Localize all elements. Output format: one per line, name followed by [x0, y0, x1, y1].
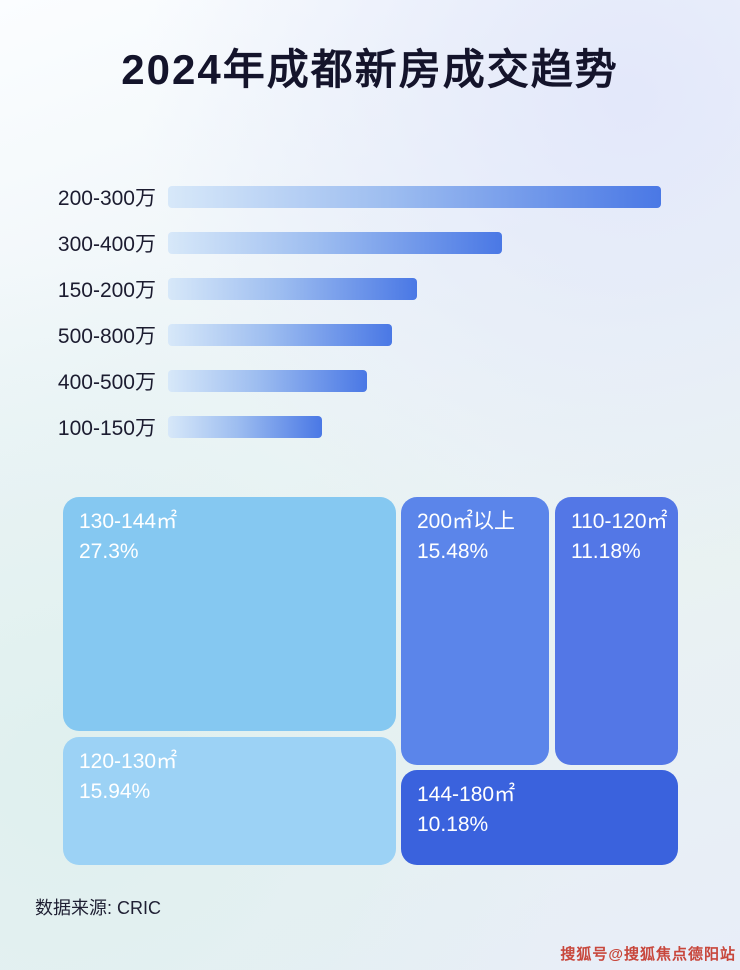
bar-track	[168, 416, 666, 438]
bar-label: 500-800万	[57, 325, 156, 348]
bar-fill	[168, 186, 662, 208]
bar-fill	[168, 232, 502, 254]
bar-fill	[168, 278, 417, 300]
bar-row: 100-150万	[0, 416, 740, 440]
treemap-block-label: 200㎡以上	[417, 510, 516, 533]
treemap-block-120-130: 120-130㎡ 15.94%	[63, 737, 396, 865]
price-range-bar-chart: 200-300万 300-400万 150-200万 500-800万 400-…	[0, 186, 740, 462]
watermark-text: 搜狐号@搜狐焦点德阳站	[560, 946, 736, 963]
bar-fill	[168, 324, 393, 346]
bar-track	[168, 324, 666, 346]
bar-fill	[168, 416, 323, 438]
treemap-block-value: 15.94%	[79, 780, 151, 804]
bar-label: 400-500万	[57, 371, 156, 394]
bar-label: 300-400万	[57, 233, 156, 256]
bar-fill	[168, 370, 368, 392]
bar-row: 300-400万	[0, 232, 740, 256]
bar-track	[168, 278, 666, 300]
treemap-block-value: 11.18%	[571, 540, 641, 564]
bar-label: 100-150万	[57, 417, 156, 440]
area-share-treemap: 130-144㎡ 27.3% 120-130㎡ 15.94% 200㎡以上 15…	[63, 497, 678, 865]
data-source-note: 数据来源: CRIC	[35, 898, 161, 918]
bar-row: 200-300万	[0, 186, 740, 210]
treemap-block-label: 130-144㎡	[79, 510, 178, 533]
bar-label: 200-300万	[57, 187, 156, 210]
bar-track	[168, 232, 666, 254]
bar-row: 400-500万	[0, 370, 740, 394]
treemap-block-110-120: 110-120㎡ 11.18%	[555, 497, 678, 765]
bar-track	[168, 186, 666, 208]
bar-track	[168, 370, 666, 392]
treemap-block-130-144: 130-144㎡ 27.3%	[63, 497, 396, 731]
page-title: 2024年成都新房成交趋势	[121, 46, 619, 93]
bar-row: 500-800万	[0, 324, 740, 348]
treemap-block-200plus: 200㎡以上 15.48%	[401, 497, 549, 765]
treemap-block-label: 144-180㎡	[417, 783, 516, 806]
treemap-block-value: 15.48%	[417, 540, 489, 564]
treemap-block-value: 10.18%	[417, 813, 489, 837]
treemap-block-label: 120-130㎡	[79, 750, 178, 773]
treemap-block-144-180: 144-180㎡ 10.18%	[401, 770, 678, 865]
treemap-block-label: 110-120㎡	[571, 510, 668, 533]
bar-label: 150-200万	[57, 279, 156, 302]
bar-row: 150-200万	[0, 278, 740, 302]
treemap-block-value: 27.3%	[79, 540, 139, 564]
